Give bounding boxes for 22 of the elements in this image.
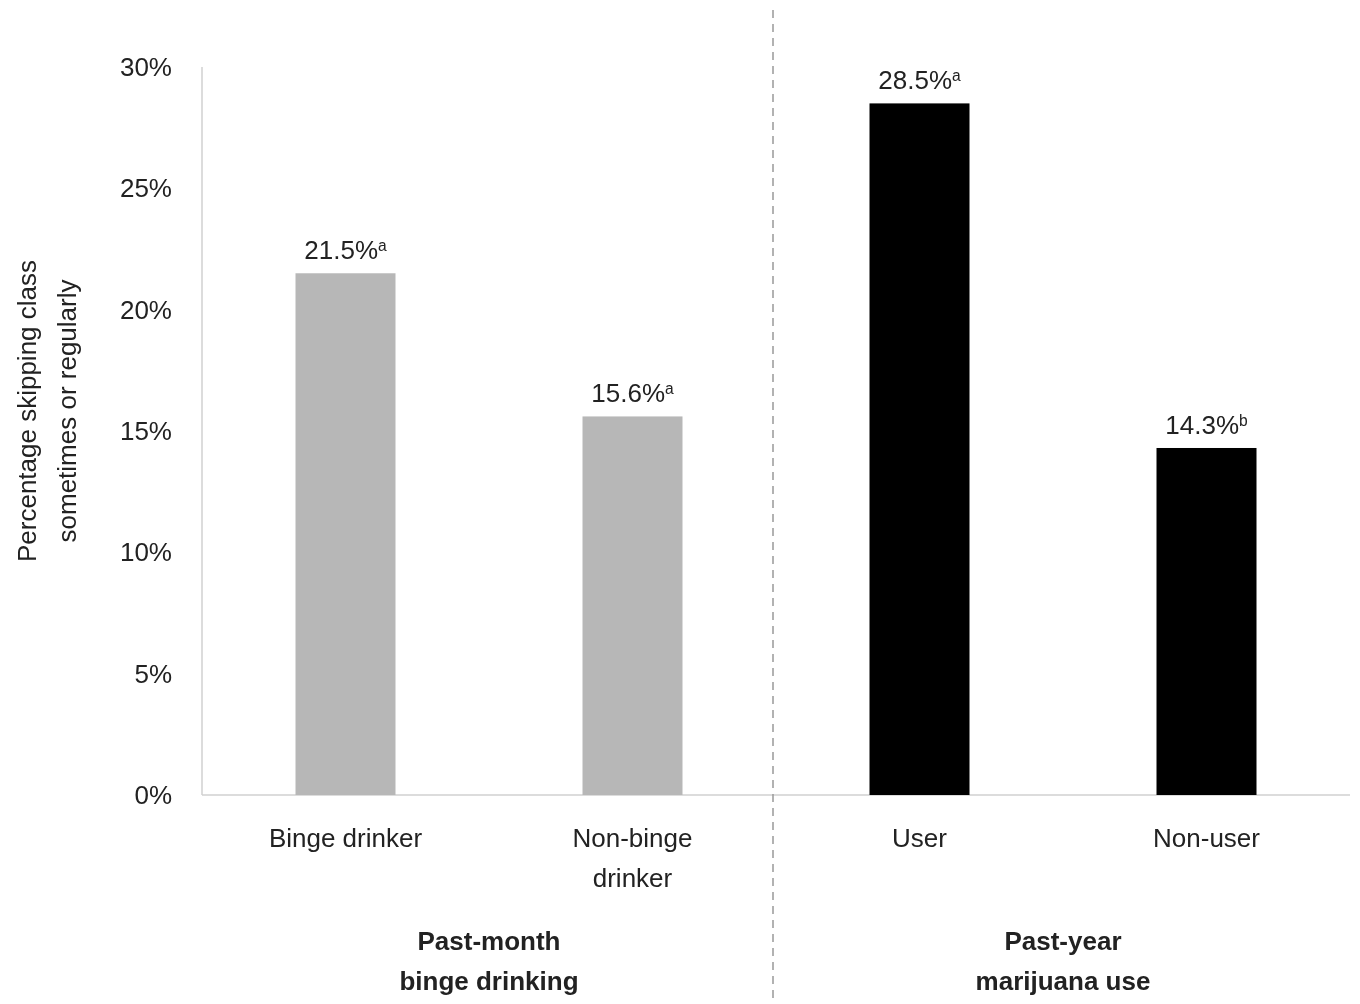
y-tick-label: 30% — [119, 52, 172, 83]
x-tick-label: Non-binge drinker — [572, 823, 693, 894]
data-label: 14.3%$^{b}$ — [1165, 409, 1249, 440]
data-label: 15.6%$^{a}$ — [591, 378, 675, 409]
data-label: 28.5%$^{a}$ — [878, 65, 962, 96]
bar — [869, 103, 970, 795]
bar — [295, 273, 396, 795]
x-tick-label: Non-user — [1153, 823, 1261, 853]
y-tick-label: 10% — [119, 537, 172, 568]
text: Past-year marijuana use — [975, 926, 1151, 997]
y-tick-label: 15% — [119, 416, 172, 447]
bar — [582, 416, 683, 795]
text: Past-month binge drinking — [399, 926, 579, 997]
y-tick-label: 5% — [134, 658, 172, 689]
y-tick-label: 20% — [119, 294, 172, 325]
x-tick-label: User — [892, 823, 948, 853]
x-tick-label: Binge drinker — [268, 823, 423, 853]
data-label: 21.5%$^{a}$ — [304, 235, 388, 266]
y-axis-title: Percentage skipping class sometimes or regularly — [12, 259, 83, 563]
y-tick-label: 0% — [134, 780, 172, 811]
bar — [1156, 447, 1257, 795]
y-tick-label: 25% — [119, 173, 172, 204]
